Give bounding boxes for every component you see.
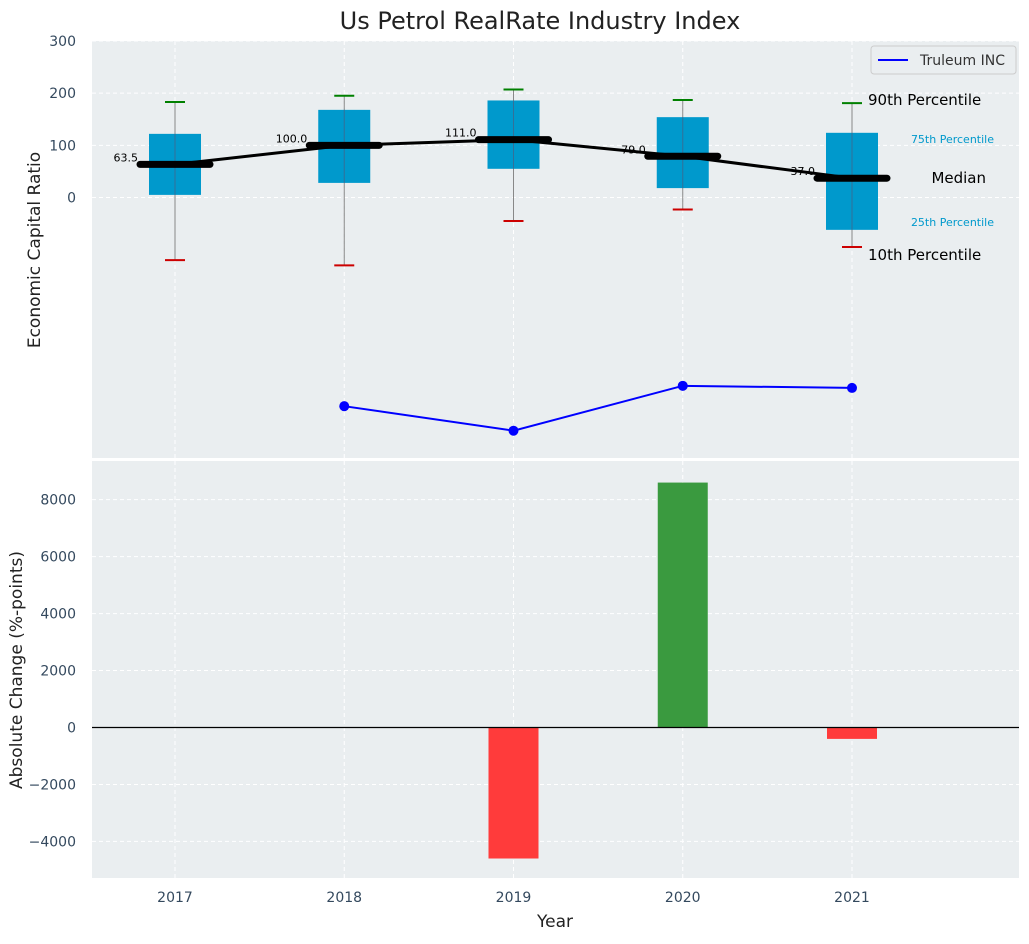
annotation-median: Median	[931, 169, 986, 187]
median-value-label-2018: 100.0	[276, 132, 308, 145]
chart-title: Us Petrol RealRate Industry Index	[340, 7, 741, 35]
annotation-p25: 25th Percentile	[911, 216, 994, 229]
x-tick-label-2019: 2019	[496, 890, 532, 906]
bottom-plot-area	[92, 461, 1019, 878]
bottom-y-tick-label: 0	[67, 721, 76, 737]
company-point-2018	[339, 401, 350, 412]
bottom-y-axis-label: Absolute Change (%-points)	[7, 551, 27, 789]
top-y-tick-label: 0	[67, 191, 76, 207]
bar-2021	[827, 727, 877, 739]
annotation-p10: 10th Percentile	[868, 246, 981, 264]
legend-box	[870, 45, 1017, 75]
bottom-y-tick-label: 4000	[40, 607, 76, 623]
bottom-y-tick-label: 2000	[40, 664, 76, 680]
x-axis-label: Year	[536, 912, 573, 932]
company-point-2021	[847, 382, 857, 393]
x-tick-label-2020: 2020	[665, 890, 701, 906]
bar-2020	[657, 482, 708, 728]
top-plot-area	[92, 41, 1019, 458]
bar-2019	[488, 727, 539, 859]
median-value-label-2021: 37.0	[791, 165, 816, 178]
top-y-tick-label: 100	[49, 138, 76, 154]
median-value-label-2017: 63.5	[114, 151, 139, 164]
x-tick-label-2021: 2021	[834, 890, 870, 906]
median-value-label-2020: 79.0	[621, 143, 646, 156]
company-series-line	[344, 384, 853, 432]
top-y-tick-label: 200	[49, 86, 76, 102]
company-point-2019	[508, 425, 519, 436]
bottom-y-tick-label: −4000	[29, 834, 76, 850]
annotation-p90: 90th Percentile	[868, 91, 981, 109]
legend-entry: Truleum INC	[919, 53, 1005, 69]
bottom-y-tick-label: −2000	[29, 777, 76, 793]
bottom-y-tick-label: 6000	[40, 550, 76, 566]
company-point-2020	[677, 380, 688, 391]
top-y-tick-label: 300	[49, 34, 76, 50]
bottom-y-tick-label: 8000	[40, 493, 76, 509]
top-y-axis-label: Economic Capital Ratio	[25, 152, 45, 348]
x-tick-label-2017: 2017	[157, 890, 193, 906]
x-tick-label-2018: 2018	[326, 890, 362, 906]
annotation-p75: 75th Percentile	[911, 133, 994, 146]
median-value-label-2019: 111.0	[445, 127, 477, 140]
